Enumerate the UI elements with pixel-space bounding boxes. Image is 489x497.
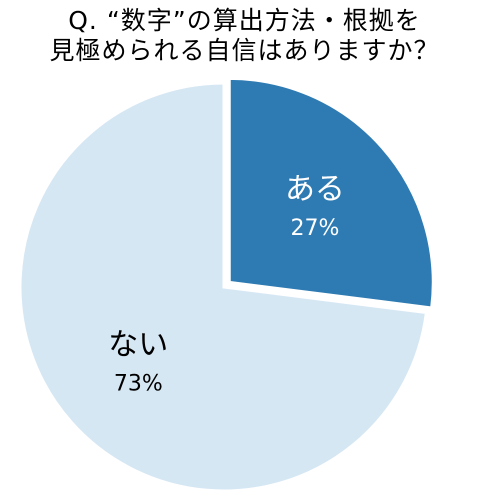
chart-title: Q. “数字”の算出方法・根拠を 見極められる自信はありますか？ — [0, 6, 489, 66]
pie-slice-1-label: ある — [285, 172, 345, 207]
pie-slice-2-value: 73% — [114, 372, 163, 397]
pie-slices — [18, 76, 435, 493]
chart-title-line-2: 見極められる自信はありますか？ — [49, 36, 440, 65]
pie-slice-1 — [227, 76, 435, 310]
pie-labels: ある 27% ない 73% — [108, 172, 345, 397]
chart-title-line-1: Q. “数字”の算出方法・根拠を — [68, 6, 421, 35]
pie-slice-2-label: ない — [108, 328, 168, 363]
pie-slice-2 — [18, 81, 429, 493]
pie-slice-1-value: 27% — [290, 216, 339, 241]
